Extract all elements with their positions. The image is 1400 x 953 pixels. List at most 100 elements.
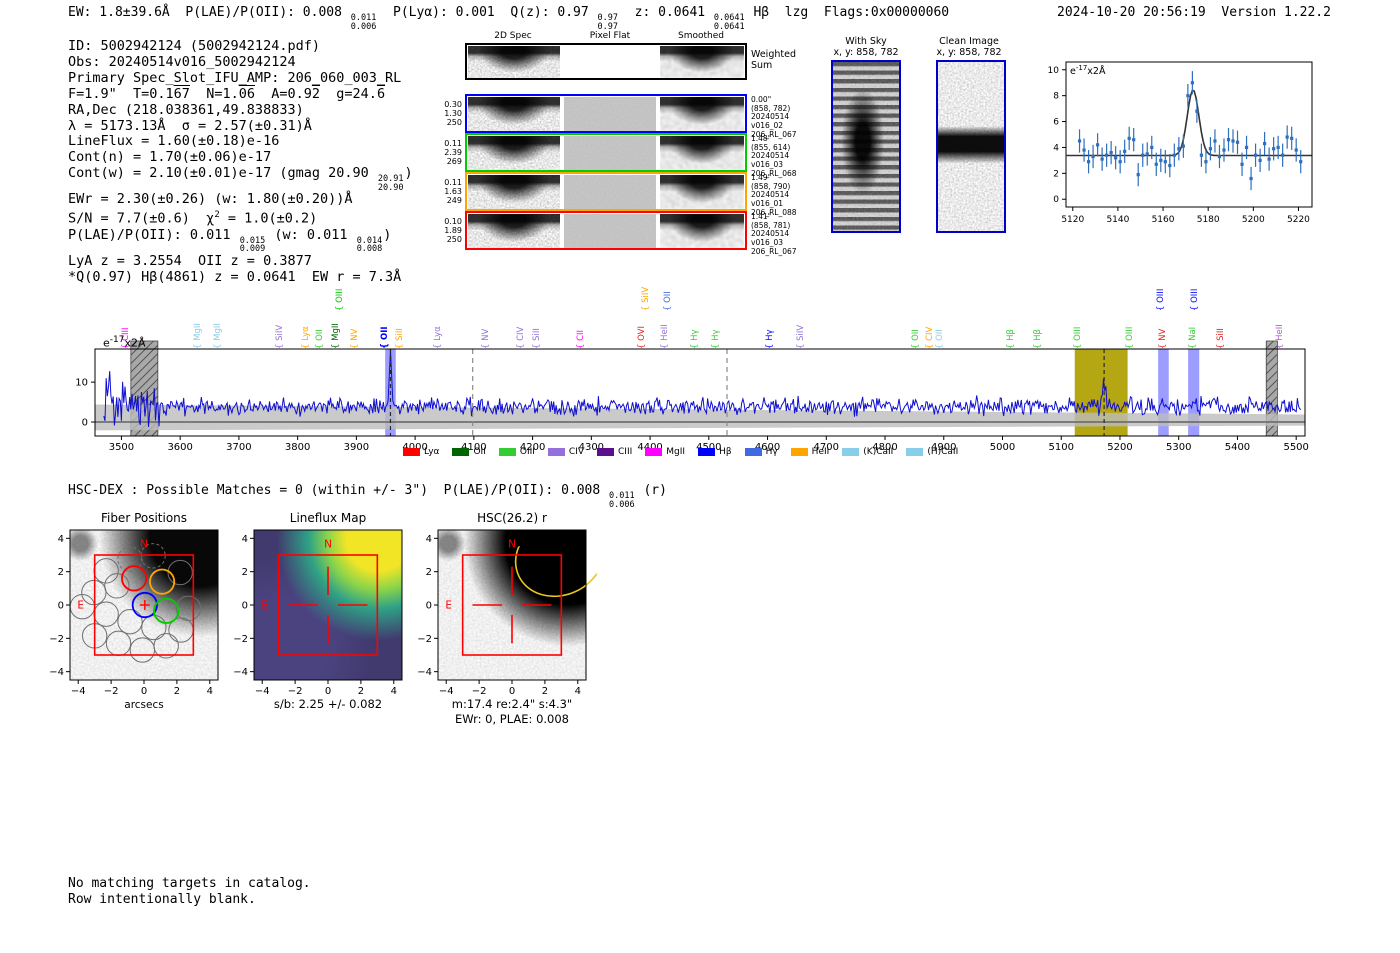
legend-swatch xyxy=(403,447,420,457)
svg-text:4100: 4100 xyxy=(461,442,486,451)
stacked-fraction: 0.011 0.006 xyxy=(609,491,635,510)
svg-text:5500: 5500 xyxy=(1283,442,1308,451)
fiber-circle xyxy=(167,559,193,586)
info-line: RA,Dec (218.038361,49.838833) xyxy=(68,101,304,118)
cutout-pixelflat-image xyxy=(564,213,656,248)
svg-text:4800: 4800 xyxy=(872,442,897,451)
cutout-smoothed-image xyxy=(660,96,744,131)
svg-text:4: 4 xyxy=(391,686,397,697)
legend-label: HeII xyxy=(811,447,830,457)
svg-text:5100: 5100 xyxy=(1049,442,1074,451)
svg-text:5180: 5180 xyxy=(1197,215,1220,225)
svg-text:0: 0 xyxy=(82,418,88,429)
east-label: E xyxy=(77,600,84,612)
svg-text:−2: −2 xyxy=(104,686,119,697)
svg-text:2: 2 xyxy=(58,567,64,578)
svg-text:−4: −4 xyxy=(233,667,248,678)
legend-label: (H)CaII xyxy=(927,447,959,457)
info-line: Cont(n) = 1.70(±0.06)e-17 xyxy=(68,149,272,166)
cutout-row-border xyxy=(465,172,747,211)
legend-swatch xyxy=(452,447,470,457)
legend-swatch xyxy=(645,447,663,457)
svg-text:4: 4 xyxy=(575,686,581,697)
info-line: ID: 5002942124 (5002942124.pdf) xyxy=(68,38,320,54)
noise-texture xyxy=(564,174,656,209)
stacked-fraction: 0.015 0.009 xyxy=(239,235,266,255)
svg-text:2: 2 xyxy=(1053,169,1059,179)
map-title: HSC(26.2) r xyxy=(477,511,547,525)
info-line: Cont(w) = 2.10(±0.01)e-17 (gmag 20.90 20… xyxy=(68,165,413,193)
info-line: F=1.9" T=0.167 N=1.06 A=0.92 g=24.6 xyxy=(68,85,386,102)
fiber-circle xyxy=(105,630,132,657)
fiber-circle xyxy=(129,637,156,663)
svg-text:0: 0 xyxy=(141,686,147,697)
svg-text:5000: 5000 xyxy=(990,442,1015,451)
fiber_positions-overlay: Fiber Positions N E −4 −2 0 2 4 4 2 0 −2 −4 arcsecs xyxy=(49,511,219,711)
east-label: E xyxy=(445,600,452,612)
svg-text:4400: 4400 xyxy=(637,442,662,451)
map-xlabel: arcsecs xyxy=(124,699,163,711)
cutout-row-border xyxy=(465,211,747,250)
highlight-band-blue xyxy=(1158,349,1169,436)
cutout-row-stats: 0.11 2.39 269 xyxy=(444,139,462,166)
cutout-col-title: Pixel Flat xyxy=(589,31,631,41)
cutout-smoothed-image xyxy=(660,174,744,209)
map-xlabel: s/b: 2.25 +/- 0.082 xyxy=(274,697,382,711)
cutout-pixelflat-image xyxy=(564,174,656,209)
info-line: EWr = 2.30(±0.26) (w: 1.80(±0.20))Å xyxy=(68,191,353,208)
selected-fiber-circle xyxy=(153,597,180,624)
extraction-box xyxy=(277,554,379,656)
report-timestamp: 2024-10-20 20:56:19 xyxy=(1057,5,1206,20)
svg-text:4000: 4000 xyxy=(402,442,427,451)
svg-text:5120: 5120 xyxy=(1061,215,1084,225)
svg-text:0: 0 xyxy=(426,601,432,612)
footer-line: No matching targets in catalog. xyxy=(68,876,311,891)
svg-text:0: 0 xyxy=(58,601,64,612)
footer-notes: No matching targets in catalog. Row inten… xyxy=(68,876,311,907)
svg-text:4: 4 xyxy=(207,686,213,697)
svg-text:4500: 4500 xyxy=(696,442,721,451)
info-line: LineFlux = 1.60(±0.18)e-16 xyxy=(68,133,280,150)
cutout-row-meta: 1.41" (858, 781) 20240514 v016_03 206_RL… xyxy=(751,212,797,256)
cutout-2dspec-image xyxy=(468,96,560,131)
spectrum-legend: Lyα OII OIII CIV CIII MgII Hβ Hγ HeII (K)CaII (H)C… xyxy=(390,447,958,457)
north-label: N xyxy=(324,539,332,551)
legend-swatch xyxy=(498,447,516,457)
stacked-fraction: 0.97 0.97 xyxy=(597,13,618,32)
svg-text:10: 10 xyxy=(75,378,88,389)
info-line: λ = 5173.13Å σ = 2.57(±0.31)Å xyxy=(68,117,312,134)
svg-text:3500: 3500 xyxy=(109,442,134,451)
cutout-2dspec-image xyxy=(468,213,560,248)
noise-texture xyxy=(564,213,656,248)
source-info-block: ID: 5002942124 (5002942124.pdf) Obs: 2024… xyxy=(68,38,413,286)
stacked-fraction: 20.91 20.90 xyxy=(377,174,404,193)
legend-swatch xyxy=(744,447,762,457)
fiber_positions-panel: Fiber Positions N E −4 −2 0 2 4 4 2 0 −2 −4 arcsecs xyxy=(38,506,238,731)
highlight-band-blue xyxy=(1188,349,1200,436)
cutout-row-meta: 1.48" (855, 614) 20240514 v016_03 206_RL… xyxy=(751,134,797,178)
svg-text:3600: 3600 xyxy=(167,442,192,451)
info-line: *Q(0.97) Hβ(4861) z = 0.0641 EW r = 7.3Å xyxy=(68,268,402,285)
stacked-fraction: 0.014 0.008 xyxy=(356,235,383,255)
footer-line: Row intentionally blank. xyxy=(68,891,256,907)
svg-text:3900: 3900 xyxy=(344,442,369,451)
north-label: N xyxy=(140,539,148,551)
map-title: Fiber Positions xyxy=(101,511,187,525)
svg-text:4: 4 xyxy=(1053,143,1059,153)
svg-text:−4: −4 xyxy=(49,667,64,678)
svg-text:4900: 4900 xyxy=(931,442,956,451)
east-label: E xyxy=(261,600,268,612)
svg-text:−2: −2 xyxy=(472,686,487,697)
info-line: S/N = 7.7(±0.6) χ2 = 1.0(±0.2) xyxy=(68,210,318,227)
fiber-circle xyxy=(175,595,202,622)
svg-text:−2: −2 xyxy=(233,634,248,645)
svg-text:−4: −4 xyxy=(439,686,454,697)
extraction-box xyxy=(93,554,195,656)
fiber-circle xyxy=(93,601,119,627)
svg-text:4200: 4200 xyxy=(520,442,545,451)
legend-label: OIII xyxy=(519,447,535,457)
